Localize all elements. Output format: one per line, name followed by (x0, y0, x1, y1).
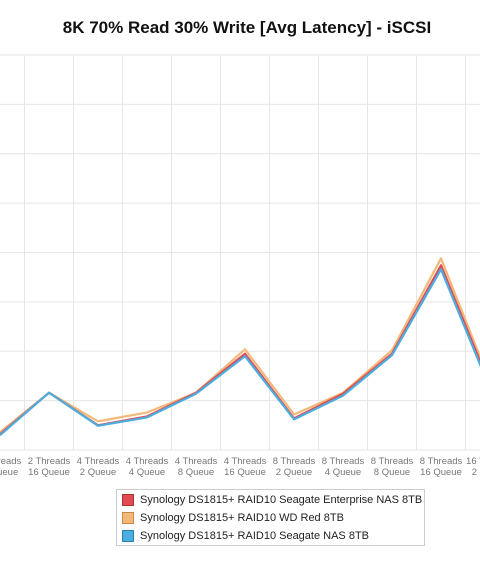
x-tick-label-line: 8 Threads (420, 456, 463, 467)
x-tick-label-line: 8 Threads (371, 456, 414, 467)
series-layer (0, 257, 480, 437)
x-tick-label: 4 Threads 8 Queue (175, 456, 218, 478)
series-line-wd-red (0, 257, 480, 434)
legend: Synology DS1815+ RAID10 Seagate Enterpri… (116, 489, 425, 546)
legend-label: Synology DS1815+ RAID10 Seagate Enterpri… (140, 494, 423, 506)
x-tick-label: 8 Threads 16 Queue (420, 456, 463, 478)
grid-layer (0, 54, 480, 451)
legend-label: Synology DS1815+ RAID10 Seagate NAS 8TB (140, 530, 369, 542)
x-tick-label-line: 4 Threads (126, 456, 169, 467)
x-tick-label-line: 16 Queue (420, 467, 462, 478)
legend-item-wd-red[interactable]: Synology DS1815+ RAID10 WD Red 8TB (122, 510, 344, 526)
legend-label: Synology DS1815+ RAID10 WD Red 8TB (140, 512, 344, 524)
legend-item-seagate-enterprise[interactable]: Synology DS1815+ RAID10 Seagate Enterpri… (122, 492, 422, 508)
x-tick-label: 4 Threads 2 Queue (77, 456, 120, 478)
x-tick-label-line: 4 Queue (325, 467, 361, 478)
legend-swatch-seagate-enterprise (122, 494, 134, 506)
x-tick-label-line: 8 Queue (178, 467, 214, 478)
x-tick-label-line: 8 Queue (0, 467, 18, 478)
x-tick-label-line: 2 Queue (276, 467, 312, 478)
x-tick-label: 8 Threads 8 Queue (371, 456, 414, 478)
x-tick-label-line: 4 Queue (129, 467, 165, 478)
x-tick-label-line: 8 Queue (374, 467, 410, 478)
series-line-seagate-nas (0, 268, 480, 437)
x-tick-label-line: 8 Threads (322, 456, 365, 467)
legend-item-seagate-nas[interactable]: Synology DS1815+ RAID10 Seagate NAS 8TB (122, 528, 369, 544)
x-tick-label-line: 16 Queue (28, 467, 70, 478)
x-tick-label: 4 Threads 4 Queue (126, 456, 169, 478)
x-tick-label-line: 16 Queue (224, 467, 266, 478)
x-tick-label-line: 8 Threads (273, 456, 316, 467)
legend-swatch-wd-red (122, 512, 134, 524)
x-tick-label: 4 Threads 16 Queue (224, 456, 267, 478)
x-tick-label-line: 4 Threads (224, 456, 267, 467)
x-tick-label-line: 2 Threads (0, 456, 22, 467)
x-tick-label-line: 4 Threads (77, 456, 120, 467)
x-tick-label-line: 2 Queue (472, 467, 480, 478)
x-tick-label-line: 4 Threads (175, 456, 218, 467)
x-tick-label: 8 Threads 4 Queue (322, 456, 365, 478)
legend-swatch-seagate-nas (122, 530, 134, 542)
chart-title: 8K 70% Read 30% Write [Avg Latency] - iS… (63, 18, 431, 37)
x-tick-label: 8 Threads 2 Queue (273, 456, 316, 478)
x-tick-label-line: 16 Threads (466, 456, 480, 467)
x-tick-label-line: 2 Queue (80, 467, 116, 478)
x-tick-label: 2 Threads 16 Queue (28, 456, 71, 478)
x-tick-label-line: 2 Threads (28, 456, 71, 467)
